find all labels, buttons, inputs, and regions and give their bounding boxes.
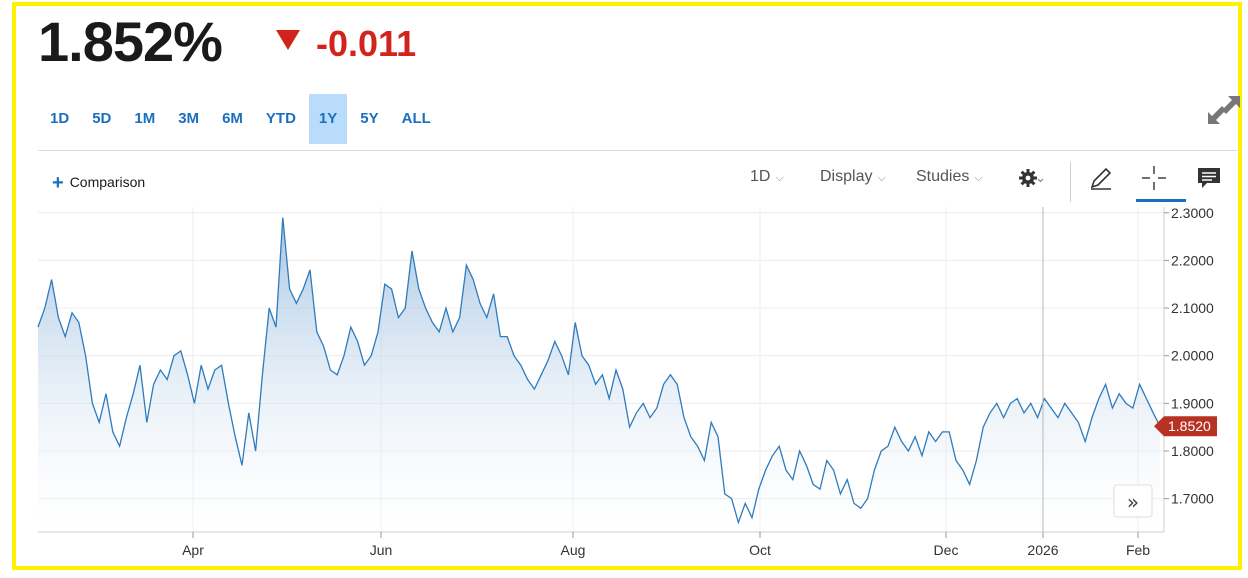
range-selector: 1D 5D 1M 3M 6M YTD 1Y 5Y ALL xyxy=(40,94,444,144)
range-5d[interactable]: 5D xyxy=(92,110,112,127)
y-tick-label: 1.7000 xyxy=(1171,491,1214,507)
x-tick-label: Aug xyxy=(561,542,586,558)
y-tick-label: 2.3000 xyxy=(1171,205,1214,221)
range-6m[interactable]: 6M xyxy=(222,110,243,127)
chevron-down-icon: ⌵ xyxy=(877,172,886,184)
toolbar-divider xyxy=(38,150,1240,151)
scroll-latest-button[interactable]: » xyxy=(1113,484,1153,518)
crosshair-icon[interactable] xyxy=(1140,164,1168,192)
last-price-tag-shape xyxy=(1154,416,1217,437)
last-price-label: 1.8520 xyxy=(1168,418,1211,434)
comparison-label: Comparison xyxy=(69,174,146,190)
expand-icon[interactable] xyxy=(1206,92,1242,128)
current-price: 1.852% xyxy=(38,10,223,73)
y-tick-label: 1.8000 xyxy=(1171,443,1214,459)
interval-dropdown[interactable]: 1D ⌵ xyxy=(750,168,784,186)
display-label: Display xyxy=(820,168,873,185)
last-price-tag: 1.8520 xyxy=(1154,416,1217,437)
x-tick-label: Apr xyxy=(182,542,204,558)
down-arrow-icon xyxy=(276,30,300,50)
comment-icon[interactable] xyxy=(1195,164,1223,192)
price-change: -0.011 xyxy=(316,23,417,64)
x-tick-label: Oct xyxy=(749,542,771,558)
y-tick-label: 2.0000 xyxy=(1171,348,1214,364)
gear-icon[interactable] xyxy=(1016,164,1044,192)
y-tick-label: 2.2000 xyxy=(1171,252,1214,268)
chart-series-line xyxy=(37,217,1161,525)
y-axis: 2.3000 2.2000 2.1000 2.0000 1.9000 1.8000 1.70… xyxy=(1164,205,1214,507)
pencil-icon[interactable] xyxy=(1087,164,1115,192)
x-tick-label: Feb xyxy=(1126,542,1150,558)
range-ytd[interactable]: YTD xyxy=(265,110,296,127)
y-tick-label: 1.9000 xyxy=(1171,395,1214,411)
studies-label: Studies xyxy=(916,168,970,185)
chevron-down-icon: ⌵ xyxy=(974,172,983,184)
comparison-button[interactable]: + Comparison xyxy=(52,172,145,195)
studies-dropdown[interactable]: Studies ⌵ xyxy=(916,168,983,186)
range-5y[interactable]: 5Y xyxy=(360,110,379,127)
chevron-down-icon: ⌵ xyxy=(775,172,784,184)
interval-label: 1D xyxy=(750,168,771,185)
toolbar-separator xyxy=(1070,162,1071,202)
active-tool-indicator xyxy=(1136,199,1186,202)
range-1d[interactable]: 1D xyxy=(50,110,70,127)
x-tick-label: 2026 xyxy=(1027,542,1058,558)
chart-area-fill xyxy=(38,217,1160,532)
y-tick-label: 2.1000 xyxy=(1171,300,1214,316)
x-tick-label: Dec xyxy=(934,542,959,558)
display-dropdown[interactable]: Display ⌵ xyxy=(820,168,886,186)
fast-forward-icon: » xyxy=(1127,490,1139,514)
range-all[interactable]: ALL xyxy=(401,110,431,127)
highlight-frame xyxy=(12,2,1242,570)
range-1y[interactable]: 1Y xyxy=(308,94,348,144)
range-1m[interactable]: 1M xyxy=(134,110,156,127)
x-tick-label: Jun xyxy=(370,542,393,558)
x-axis: Apr Jun Aug Oct Dec 2026 Feb xyxy=(182,532,1150,558)
plus-icon: + xyxy=(52,172,64,194)
range-3m[interactable]: 3M xyxy=(178,110,200,127)
